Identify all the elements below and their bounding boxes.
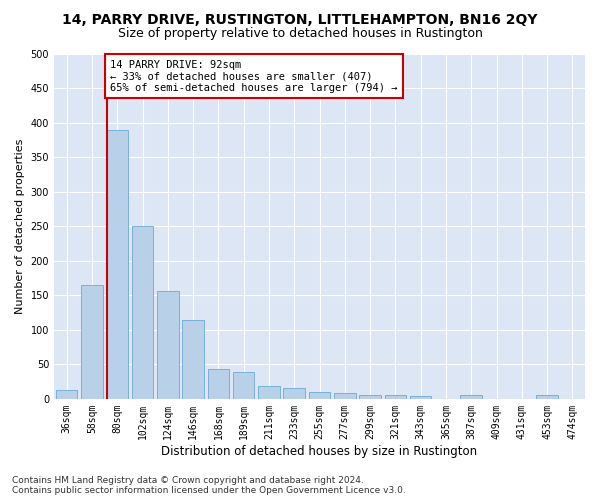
Text: Contains HM Land Registry data © Crown copyright and database right 2024.
Contai: Contains HM Land Registry data © Crown c…	[12, 476, 406, 495]
Bar	[536, 396, 558, 399]
Bar	[182, 320, 204, 399]
Y-axis label: Number of detached properties: Number of detached properties	[15, 138, 25, 314]
Text: Size of property relative to detached houses in Rustington: Size of property relative to detached ho…	[118, 28, 482, 40]
Bar	[283, 388, 305, 399]
Bar	[334, 392, 356, 399]
Bar	[157, 290, 179, 399]
Bar	[81, 285, 103, 399]
Bar	[410, 396, 431, 399]
Bar	[56, 390, 77, 399]
Text: 14, PARRY DRIVE, RUSTINGTON, LITTLEHAMPTON, BN16 2QY: 14, PARRY DRIVE, RUSTINGTON, LITTLEHAMPT…	[62, 12, 538, 26]
Bar	[233, 372, 254, 399]
Bar	[132, 226, 153, 399]
Bar	[460, 396, 482, 399]
Bar	[385, 396, 406, 399]
Text: 14 PARRY DRIVE: 92sqm
← 33% of detached houses are smaller (407)
65% of semi-det: 14 PARRY DRIVE: 92sqm ← 33% of detached …	[110, 60, 398, 92]
Bar	[258, 386, 280, 399]
Bar	[309, 392, 330, 399]
Bar	[208, 369, 229, 399]
X-axis label: Distribution of detached houses by size in Rustington: Distribution of detached houses by size …	[161, 444, 478, 458]
Bar	[107, 130, 128, 399]
Bar	[359, 394, 381, 399]
